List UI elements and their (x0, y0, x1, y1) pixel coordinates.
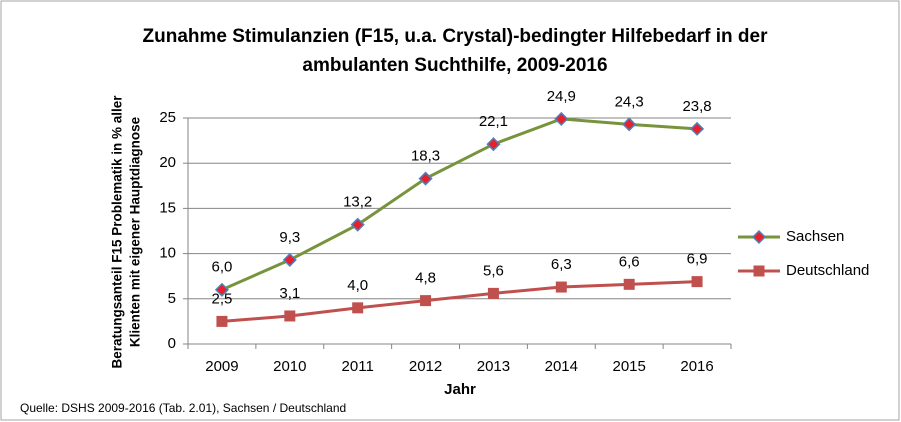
x-tick-label: 2011 (342, 358, 374, 375)
marker (623, 278, 635, 290)
marker (420, 295, 432, 307)
data-label: 23,8 (682, 98, 711, 115)
x-tick-label: 2013 (477, 358, 510, 375)
marker (691, 276, 703, 288)
data-label: 4,0 (347, 277, 368, 294)
data-label: 13,2 (343, 194, 372, 211)
marker (216, 315, 228, 327)
data-label: 6,0 (212, 259, 233, 276)
data-label: 6,6 (619, 253, 640, 270)
y-tick-label: 10 (159, 245, 176, 262)
x-tick-label: 2009 (205, 358, 238, 375)
series-line (221, 280, 698, 323)
data-label: 6,3 (551, 256, 572, 273)
marker (487, 287, 499, 299)
y-tick-label: 25 (159, 109, 176, 126)
series-line (221, 117, 698, 292)
data-label: 18,3 (411, 148, 440, 165)
y-tick-label: 20 (159, 154, 176, 171)
legend-label: Sachsen (786, 228, 844, 245)
x-tick-label: 2010 (273, 358, 306, 375)
data-label: 3,1 (279, 285, 300, 302)
y-axis-label: Beratungsanteil F15 Problematik in % all… (110, 95, 125, 369)
marker (214, 282, 229, 297)
marker (284, 310, 296, 322)
marker (555, 281, 567, 293)
marker (751, 229, 767, 245)
data-label: 4,8 (415, 270, 436, 287)
y-tick-label: 0 (168, 335, 176, 352)
data-label: 24,9 (547, 88, 576, 105)
marker (350, 217, 365, 232)
data-label: 9,3 (279, 229, 300, 246)
marker (622, 117, 637, 132)
marker (418, 171, 433, 186)
data-label: 2,5 (212, 290, 233, 307)
legend-label: Deutschland (786, 262, 869, 279)
x-tick-label: 2012 (409, 358, 442, 375)
x-tick-label: 2014 (545, 358, 578, 375)
marker (352, 302, 364, 314)
y-axis-label: Klienten mit eigener Hauptdiagnose (128, 116, 143, 347)
source-note: Quelle: DSHS 2009-2016 (Tab. 2.01), Sach… (20, 401, 346, 415)
data-label: 6,9 (687, 251, 708, 268)
data-label: 24,3 (615, 93, 644, 110)
marker (554, 111, 569, 126)
x-tick-label: 2015 (613, 358, 646, 375)
chart-title: Zunahme Stimulanzien (F15, u.a. Crystal)… (143, 26, 769, 47)
y-tick-label: 5 (168, 290, 176, 307)
marker (690, 121, 705, 136)
marker (486, 137, 501, 152)
marker (282, 252, 297, 267)
data-label: 22,1 (479, 113, 508, 130)
marker (753, 265, 765, 277)
y-tick-label: 15 (159, 199, 176, 216)
x-axis-label: Jahr (444, 381, 476, 398)
data-label: 5,6 (483, 262, 504, 279)
chart-title: ambulanten Suchthilfe, 2009-2016 (302, 55, 607, 76)
x-tick-label: 2016 (680, 358, 713, 375)
